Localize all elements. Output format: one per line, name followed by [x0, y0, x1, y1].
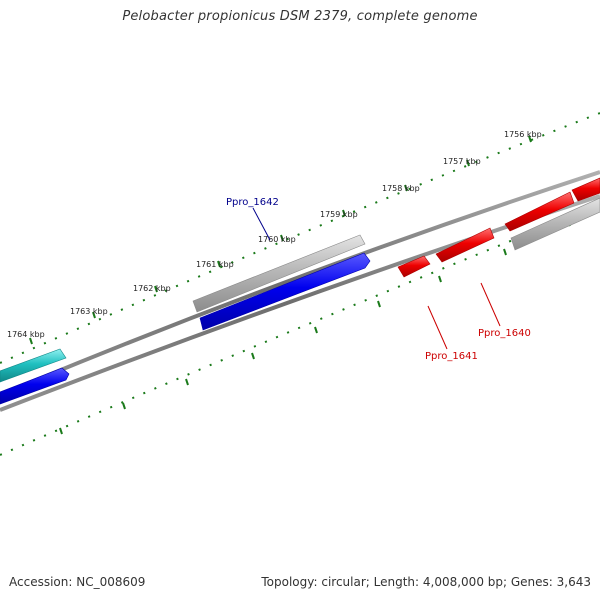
ppro-1642-leader	[252, 207, 271, 241]
outer-scale-track	[0, 112, 600, 364]
scale-label-1758: 1758 kbp	[382, 184, 420, 193]
ppro-1640-leader	[480, 282, 501, 327]
gene-reverse-right-1[interactable]	[504, 191, 575, 232]
gene-forward-left[interactable]	[0, 367, 70, 405]
ppro-1642-label[interactable]: Ppro_1642	[226, 197, 279, 208]
scale-label-1757: 1757 kbp	[443, 157, 481, 166]
accession-text: Accession: NC_008609	[9, 575, 146, 589]
map-title: Pelobacter propionicus DSM 2379, complet…	[122, 9, 478, 24]
feature-other-gray-forward[interactable]	[192, 234, 366, 313]
gene-reverse-right-2[interactable]	[571, 177, 600, 202]
outer-major-ticks	[29, 135, 532, 345]
ppro-1640-label[interactable]: Ppro_1640	[478, 328, 531, 339]
scale-label-1761: 1761 kbp	[196, 260, 234, 269]
scale-label-1762: 1762 kbp	[133, 284, 171, 293]
scale-label-1756: 1756 kbp	[504, 130, 542, 139]
gene-ppro-1641[interactable]	[397, 255, 431, 278]
inner-scale-track	[0, 204, 600, 456]
genome-backbone-outer	[0, 170, 600, 397]
inner-major-ticks	[59, 219, 571, 435]
gene-ppro-1642[interactable]	[199, 252, 371, 331]
scale-label-1759: 1759 kbp	[320, 210, 358, 219]
ppro-1641-leader	[427, 305, 448, 350]
gene-ppro-1640[interactable]	[435, 227, 495, 263]
genome-summary-text: Topology: circular; Length: 4,008,000 bp…	[261, 575, 591, 589]
scale-label-1760: 1760 kbp	[258, 235, 296, 244]
ppro-1641-label[interactable]: Ppro_1641	[425, 351, 478, 362]
gene-rna-cyan[interactable]	[0, 348, 67, 383]
scale-label-1764: 1764 kbp	[7, 330, 45, 339]
scale-label-1763: 1763 kbp	[70, 307, 108, 316]
feature-other-gray-reverse[interactable]	[510, 197, 600, 251]
